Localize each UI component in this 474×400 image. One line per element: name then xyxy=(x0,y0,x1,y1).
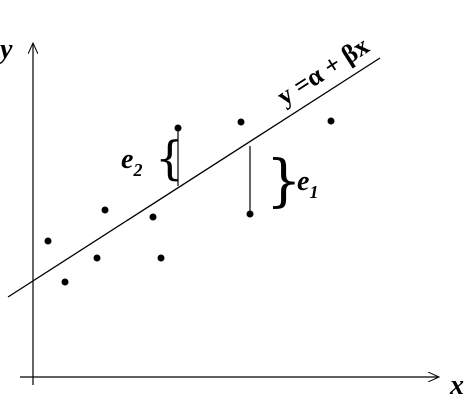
residual-label: e1 xyxy=(297,166,318,202)
residual-subscript: 1 xyxy=(309,182,318,202)
residual-letter: e xyxy=(297,166,309,197)
residual-subscript: 2 xyxy=(132,160,142,180)
point xyxy=(157,254,165,262)
point xyxy=(327,117,335,125)
point xyxy=(149,213,157,221)
residual-label: e2 xyxy=(121,144,142,180)
residual-letter: e xyxy=(121,144,133,175)
data-points xyxy=(44,117,335,286)
point xyxy=(61,278,69,286)
regression-line xyxy=(7,57,381,298)
y-axis-label: y xyxy=(0,34,13,65)
x-axis-label: x xyxy=(449,370,464,400)
point xyxy=(101,206,109,214)
brace: { xyxy=(155,131,184,185)
point xyxy=(237,118,245,126)
point xyxy=(44,237,52,245)
point xyxy=(93,254,101,262)
brace: } xyxy=(266,149,302,214)
